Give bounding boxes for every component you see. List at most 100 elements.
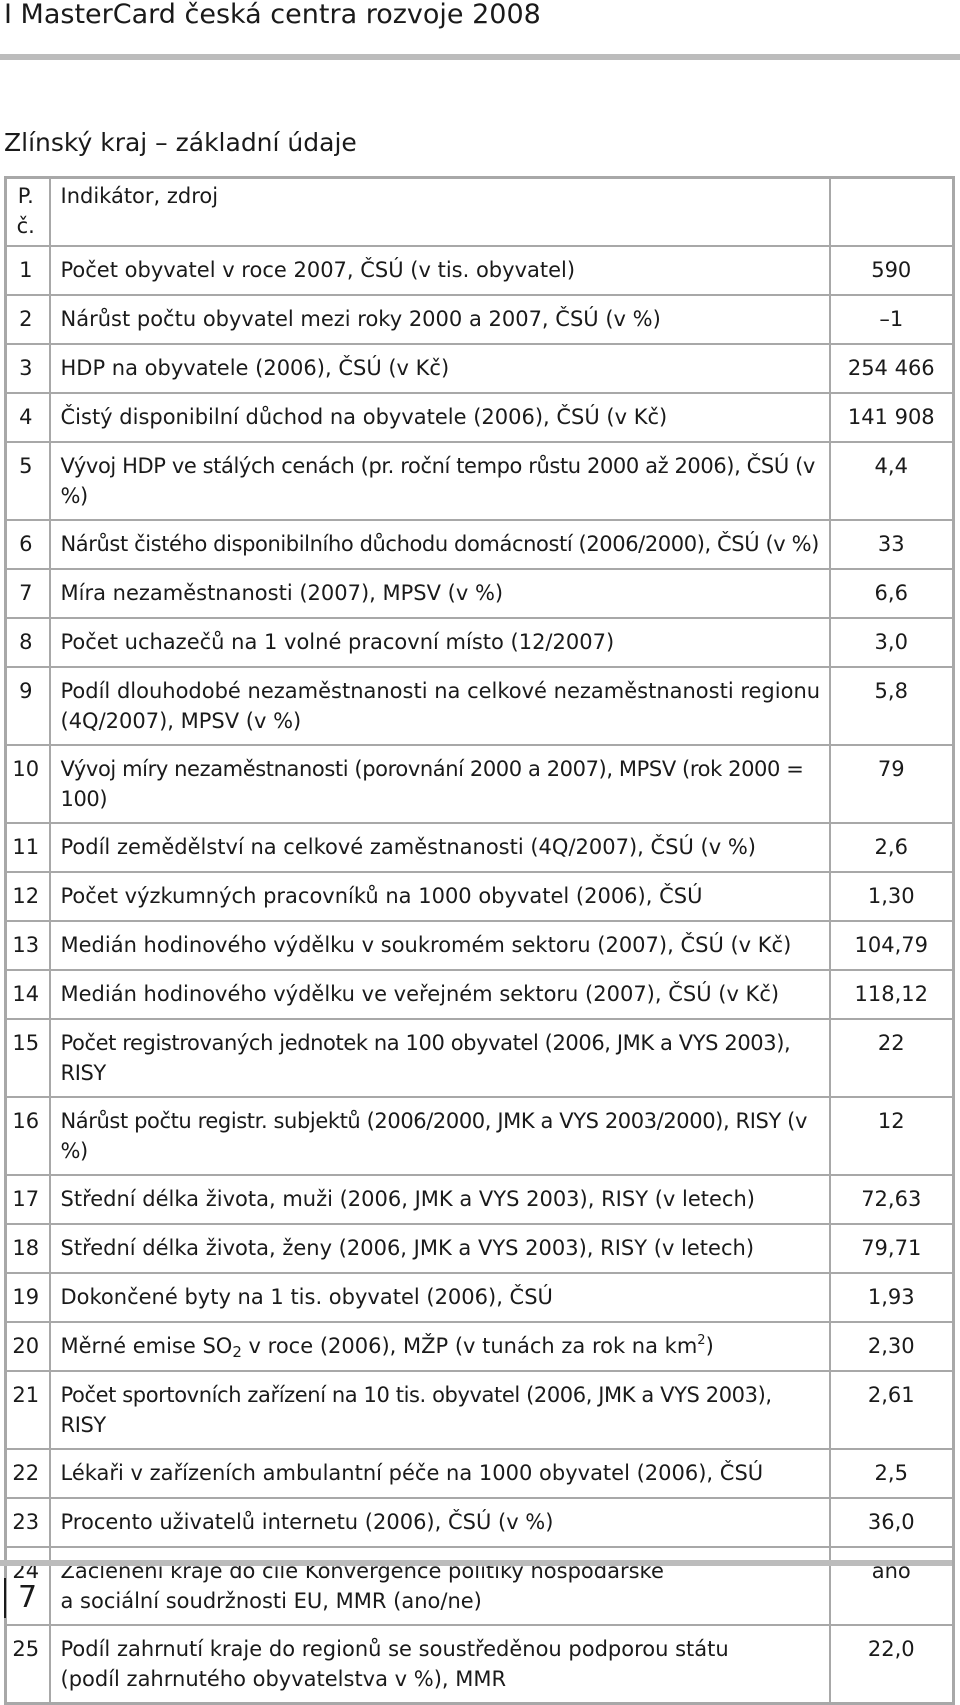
row-value: 6,6 <box>828 568 955 619</box>
table-row: 9 Podíl dlouhodobé nezaměstnanosti na ce… <box>4 666 955 746</box>
row-indicator: Nárůst čistého disponibilního důchodu do… <box>48 519 831 570</box>
table-header-row: P. č. Indikátor, zdroj <box>4 176 955 247</box>
row-value: 33 <box>828 519 955 570</box>
row-value: 12 <box>828 1096 955 1176</box>
row-number: 15 <box>4 1018 51 1098</box>
row-value: 79,71 <box>828 1223 955 1274</box>
row-value: 2,6 <box>828 822 955 873</box>
row-indicator: Podíl zemědělství na celkové zaměstnanos… <box>48 822 831 873</box>
table-row: 23 Procento uživatelů internetu (2006), … <box>4 1497 955 1548</box>
row-value: 104,79 <box>828 920 955 971</box>
row-value: 2,61 <box>828 1370 955 1450</box>
row-number: 2 <box>4 294 51 345</box>
column-header-indicator: Indikátor, zdroj <box>48 176 831 247</box>
row-number: 19 <box>4 1272 51 1323</box>
column-header-number: P. č. <box>4 176 51 247</box>
row-value: 3,0 <box>828 617 955 668</box>
row-value: 1,30 <box>828 871 955 922</box>
table-row: 19 Dokončené byty na 1 tis. obyvatel (20… <box>4 1272 955 1323</box>
row-number: 10 <box>4 744 51 824</box>
table-row: 13 Medián hodinového výdělku v soukromém… <box>4 920 955 971</box>
row-indicator: Lékaři v zařízeních ambulantní péče na 1… <box>48 1448 831 1499</box>
row-indicator: Nárůst počtu registr. subjektů (2006/200… <box>48 1096 831 1176</box>
row-number: 23 <box>4 1497 51 1548</box>
row-indicator: Medián hodinového výdělku ve veřejném se… <box>48 969 831 1020</box>
row-number: 11 <box>4 822 51 873</box>
row-number: 9 <box>4 666 51 746</box>
row-indicator: Čistý disponibilní důchod na obyvatele (… <box>48 392 831 443</box>
indicators-table: P. č. Indikátor, zdroj 1 Počet obyvatel … <box>4 176 955 1705</box>
table-row: 15 Počet registrovaných jednotek na 100 … <box>4 1018 955 1098</box>
row-number: 20 <box>4 1321 51 1372</box>
row-indicator: Počet sportovních zařízení na 10 tis. ob… <box>48 1370 831 1450</box>
row-number: 7 <box>4 568 51 619</box>
row-number: 21 <box>4 1370 51 1450</box>
header-rule <box>0 54 960 60</box>
superscript-2: 2 <box>697 1333 706 1348</box>
row-value: 2,5 <box>828 1448 955 1499</box>
row-value: 72,63 <box>828 1174 955 1225</box>
column-header-value <box>828 176 955 247</box>
table-row: 12 Počet výzkumných pracovníků na 1000 o… <box>4 871 955 922</box>
table-row: 21 Počet sportovních zařízení na 10 tis.… <box>4 1370 955 1450</box>
indicator-text-a: Měrné emise SO <box>60 1334 233 1358</box>
row-indicator: Počet uchazečů na 1 volné pracovní místo… <box>48 617 831 668</box>
row-number: 13 <box>4 920 51 971</box>
table-row: 7 Míra nezaměstnanosti (2007), MPSV (v %… <box>4 568 955 619</box>
indicator-text-b: v roce (2006), MŽP (v tunách za rok na k… <box>241 1334 698 1358</box>
indicator-line-2: (podíl zahrnutého obyvatelstva v %), MMR <box>60 1667 507 1691</box>
row-value: 141 908 <box>828 392 955 443</box>
row-number: 8 <box>4 617 51 668</box>
indicator-text-c: ) <box>705 1334 714 1358</box>
row-value: –1 <box>828 294 955 345</box>
table-row: 8 Počet uchazečů na 1 volné pracovní mís… <box>4 617 955 668</box>
row-number: 12 <box>4 871 51 922</box>
row-indicator: Vývoj míry nezaměstnanosti (porovnání 20… <box>48 744 831 824</box>
row-value: 4,4 <box>828 441 955 521</box>
table-title: Zlínský kraj – základní údaje <box>4 128 357 157</box>
row-number: 3 <box>4 343 51 394</box>
row-indicator: Podíl dlouhodobé nezaměstnanosti na celk… <box>48 666 831 746</box>
subscript-2: 2 <box>232 1343 242 1361</box>
row-indicator: Procento uživatelů internetu (2006), ČSÚ… <box>48 1497 831 1548</box>
row-number: 17 <box>4 1174 51 1225</box>
row-indicator: HDP na obyvatele (2006), ČSÚ (v Kč) <box>48 343 831 394</box>
row-number: 5 <box>4 441 51 521</box>
row-value: 22 <box>828 1018 955 1098</box>
row-indicator: Míra nezaměstnanosti (2007), MPSV (v %) <box>48 568 831 619</box>
row-number: 18 <box>4 1223 51 1274</box>
table-row: 25 Podíl zahrnutí kraje do regionů se so… <box>4 1624 955 1705</box>
row-indicator: Počet výzkumných pracovníků na 1000 obyv… <box>48 871 831 922</box>
row-number: 6 <box>4 519 51 570</box>
page-number: 7 <box>18 1580 38 1615</box>
row-value: 22,0 <box>828 1624 955 1705</box>
row-indicator: Počet obyvatel v roce 2007, ČSÚ (v tis. … <box>48 245 831 296</box>
row-number: 4 <box>4 392 51 443</box>
row-number: 22 <box>4 1448 51 1499</box>
table-row: 3 HDP na obyvatele (2006), ČSÚ (v Kč) 25… <box>4 343 955 394</box>
table-row: 17 Střední délka života, muži (2006, JMK… <box>4 1174 955 1225</box>
indicator-line-1: Podíl zahrnutí kraje do regionů se soust… <box>60 1637 729 1661</box>
table-row: 14 Medián hodinového výdělku ve veřejném… <box>4 969 955 1020</box>
row-indicator: Nárůst počtu obyvatel mezi roky 2000 a 2… <box>48 294 831 345</box>
table-row: 22 Lékaři v zařízeních ambulantní péče n… <box>4 1448 955 1499</box>
row-indicator: Medián hodinového výdělku v soukromém se… <box>48 920 831 971</box>
row-value: 254 466 <box>828 343 955 394</box>
row-indicator: Měrné emise SO2 v roce (2006), MŽP (v tu… <box>48 1321 831 1372</box>
row-indicator: Počet registrovaných jednotek na 100 oby… <box>48 1018 831 1098</box>
row-value: 79 <box>828 744 955 824</box>
footer-rule <box>0 1560 952 1566</box>
table-row: 4 Čistý disponibilní důchod na obyvatele… <box>4 392 955 443</box>
row-indicator: Vývoj HDP ve stálých cenách (pr. roční t… <box>48 441 831 521</box>
row-number: 1 <box>4 245 51 296</box>
table-row: 5 Vývoj HDP ve stálých cenách (pr. roční… <box>4 441 955 521</box>
row-value: 118,12 <box>828 969 955 1020</box>
row-value: 36,0 <box>828 1497 955 1548</box>
table-row: 16 Nárůst počtu registr. subjektů (2006/… <box>4 1096 955 1176</box>
page-number-bar <box>4 1578 6 1618</box>
row-value: 1,93 <box>828 1272 955 1323</box>
table-row: 2 Nárůst počtu obyvatel mezi roky 2000 a… <box>4 294 955 345</box>
table-row: 11 Podíl zemědělství na celkové zaměstna… <box>4 822 955 873</box>
row-indicator: Střední délka života, muži (2006, JMK a … <box>48 1174 831 1225</box>
row-value: 590 <box>828 245 955 296</box>
